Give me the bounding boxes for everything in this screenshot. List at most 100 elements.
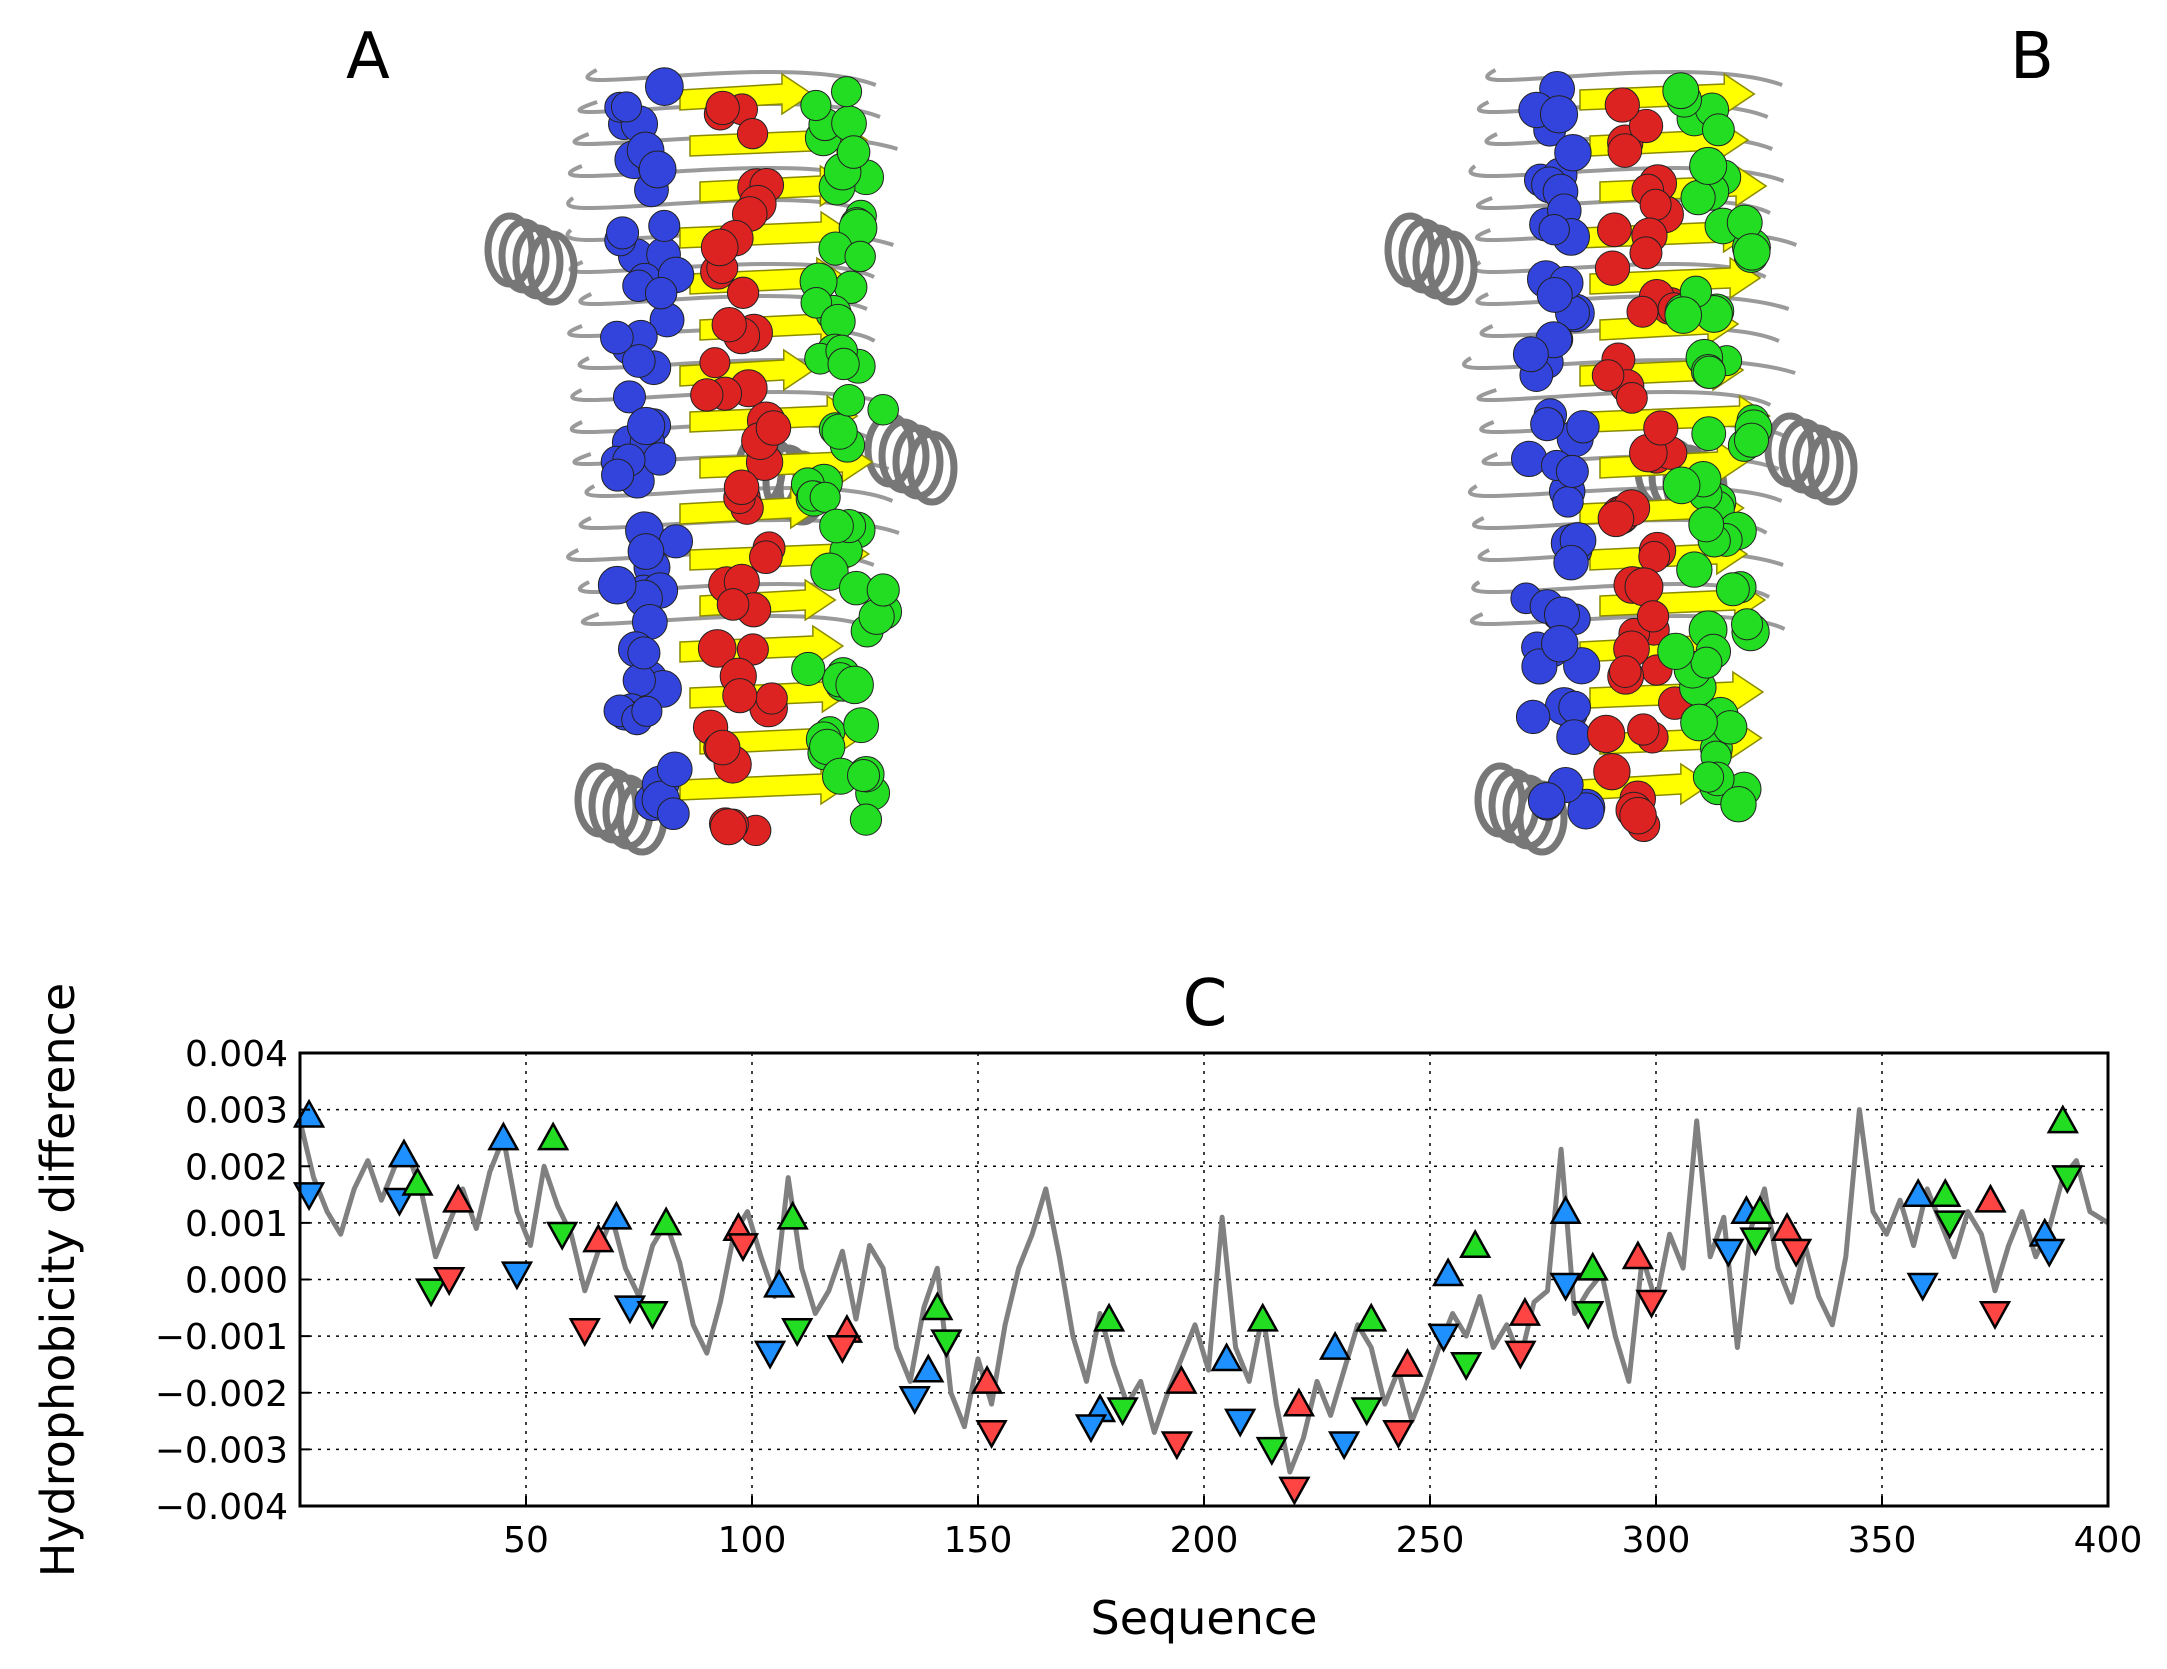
marker-triangle-down: [2033, 1238, 2066, 1268]
blue-residue-sphere: [1510, 440, 1548, 478]
blue-residue-sphere: [627, 533, 665, 570]
green-residue-sphere: [809, 481, 841, 513]
panel-b-label: B: [2010, 20, 2054, 94]
y-tick-label: 0.002: [185, 1147, 288, 1188]
green-residue-sphere: [867, 393, 899, 426]
y-tick-label: −0.001: [155, 1317, 288, 1358]
red-residue-sphere: [1627, 713, 1660, 746]
panel-a-label: A: [346, 20, 390, 94]
red-residue-sphere: [1643, 410, 1679, 446]
green-residue-sphere: [1680, 180, 1716, 216]
green-residue-sphere: [1691, 416, 1727, 452]
red-residue-sphere: [700, 228, 739, 267]
marker-triangle-down: [1382, 1419, 1415, 1449]
blue-residue-sphere: [631, 695, 663, 727]
marker-triangle-up: [1355, 1302, 1388, 1332]
blue-residue-sphere: [644, 276, 678, 310]
green-residue-sphere: [1657, 632, 1695, 670]
marker-triangle-up: [1549, 1194, 1582, 1224]
green-residue-sphere: [800, 89, 832, 122]
blue-residue-sphere: [656, 751, 693, 788]
marker-triangle-up: [292, 1098, 326, 1128]
marker-triangle-up: [1092, 1302, 1126, 1332]
green-residue-sphere: [844, 240, 876, 273]
red-residue-sphere: [1608, 655, 1642, 688]
blue-residue-sphere: [1539, 95, 1579, 134]
blue-residue-sphere: [1555, 454, 1589, 488]
marker-triangle-up: [2046, 1104, 2079, 1134]
red-residue-sphere: [1639, 188, 1672, 221]
marker-triangle-down: [1074, 1414, 1108, 1444]
marker-triangle-down: [1739, 1227, 1772, 1257]
green-residue-sphere: [819, 508, 854, 544]
marker-triangle-down: [1327, 1431, 1361, 1461]
x-tick-label: 200: [1170, 1520, 1239, 1561]
blue-residue-sphere: [597, 565, 637, 605]
green-residue-sphere: [1676, 551, 1713, 588]
marker-triangle-up: [1246, 1302, 1279, 1332]
blue-residue-sphere: [605, 216, 640, 250]
green-residue-sphere: [1715, 572, 1750, 607]
beta-strand: [1589, 256, 1762, 300]
x-tick-label: 400: [2074, 1520, 2143, 1561]
marker-triangle-down: [1978, 1301, 2012, 1331]
marker-triangle-up: [762, 1268, 796, 1298]
blue-residue-sphere: [1541, 624, 1579, 663]
marker-triangle-up: [387, 1138, 421, 1168]
green-residue-sphere: [846, 758, 881, 793]
marker-triangle-up: [536, 1121, 570, 1151]
marker-triangle-down: [930, 1329, 963, 1359]
blue-residue-sphere: [1554, 134, 1592, 172]
red-residue-sphere: [1629, 236, 1663, 270]
marker-triangle-down: [1572, 1301, 1605, 1331]
green-residue-sphere: [1692, 761, 1725, 793]
marker-triangle-down: [568, 1318, 601, 1348]
x-tick-label: 250: [1396, 1520, 1465, 1561]
red-residue-sphere: [722, 678, 758, 714]
y-tick-label: 0.003: [185, 1091, 288, 1132]
green-residue-sphere: [1664, 296, 1703, 334]
red-residue-sphere: [697, 629, 737, 668]
marker-triangle-up: [1974, 1183, 2007, 1213]
marker-triangle-up: [1431, 1257, 1465, 1287]
marker-triangle-up: [1165, 1364, 1198, 1394]
marker-triangle-down: [1160, 1431, 1194, 1461]
x-tick-label: 300: [1622, 1520, 1691, 1561]
red-residue-sphere: [705, 90, 740, 126]
blue-residue-sphere: [612, 380, 646, 414]
green-residue-sphere: [1712, 710, 1748, 745]
red-residue-sphere: [1597, 500, 1635, 538]
marker-triangle-down: [1906, 1272, 1939, 1302]
x-axis-ticks: 50 100 150 200 250 300 350 400: [503, 1496, 2142, 1561]
blue-residue-sphere: [601, 458, 635, 492]
green-residue-sphere: [791, 651, 826, 687]
coil-segment: [577, 100, 881, 119]
marker-triangle-down: [613, 1295, 647, 1325]
y-tick-label: −0.004: [155, 1487, 288, 1528]
green-residue-sphere: [835, 665, 874, 705]
marker-triangle-down: [1278, 1476, 1311, 1506]
marker-triangle-up: [1621, 1240, 1655, 1270]
marker-triangle-down: [726, 1233, 760, 1263]
marker-triangle-up: [1318, 1330, 1352, 1360]
blue-residue-sphere: [1556, 719, 1592, 755]
marker-triangle-up: [649, 1206, 683, 1236]
blue-residue-sphere: [622, 663, 656, 698]
marker-triangle-down: [1712, 1238, 1745, 1268]
marker-triangle-down: [826, 1335, 859, 1365]
green-residue-sphere: [1662, 72, 1700, 110]
marker-triangle-up: [442, 1183, 475, 1213]
green-residue-sphere: [800, 286, 833, 319]
marker-triangle-down: [1635, 1289, 1668, 1319]
marker-triangle-down: [636, 1301, 669, 1331]
blue-residue-sphere: [642, 442, 677, 476]
y-tick-label: 0.001: [185, 1204, 288, 1245]
marker-triangle-up: [1576, 1251, 1609, 1281]
y-tick-label: −0.002: [155, 1374, 288, 1415]
coil-segment: [584, 484, 894, 503]
y-tick-label: 0.004: [185, 1034, 288, 1075]
marker-triangle-down: [500, 1261, 534, 1291]
marker-triangle-down: [1350, 1397, 1383, 1427]
green-residue-sphere: [836, 135, 871, 169]
blue-residue-sphere: [1512, 336, 1549, 373]
